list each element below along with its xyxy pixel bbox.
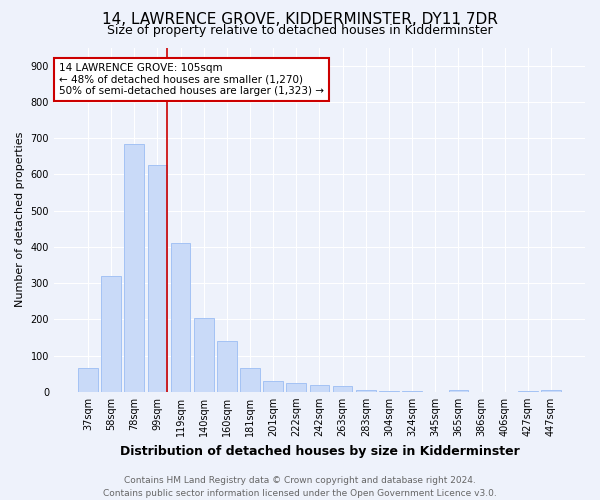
Bar <box>148 166 167 392</box>
X-axis label: Distribution of detached houses by size in Kidderminster: Distribution of detached houses by size … <box>119 444 520 458</box>
Bar <box>240 368 260 392</box>
Bar <box>78 368 98 392</box>
Bar <box>310 384 329 392</box>
Y-axis label: Number of detached properties: Number of detached properties <box>15 132 25 308</box>
Bar <box>170 243 190 392</box>
Bar <box>286 382 306 392</box>
Bar <box>402 391 422 392</box>
Text: Size of property relative to detached houses in Kidderminster: Size of property relative to detached ho… <box>107 24 493 37</box>
Bar <box>217 341 236 392</box>
Bar <box>101 276 121 392</box>
Bar <box>263 381 283 392</box>
Bar <box>518 390 538 392</box>
Text: Contains HM Land Registry data © Crown copyright and database right 2024.
Contai: Contains HM Land Registry data © Crown c… <box>103 476 497 498</box>
Bar <box>356 390 376 392</box>
Text: 14 LAWRENCE GROVE: 105sqm
← 48% of detached houses are smaller (1,270)
50% of se: 14 LAWRENCE GROVE: 105sqm ← 48% of detac… <box>59 63 324 96</box>
Bar <box>194 318 214 392</box>
Bar <box>124 144 144 392</box>
Bar <box>379 390 399 392</box>
Bar <box>333 386 352 392</box>
Bar <box>541 390 561 392</box>
Bar <box>449 390 468 392</box>
Text: 14, LAWRENCE GROVE, KIDDERMINSTER, DY11 7DR: 14, LAWRENCE GROVE, KIDDERMINSTER, DY11 … <box>102 12 498 28</box>
